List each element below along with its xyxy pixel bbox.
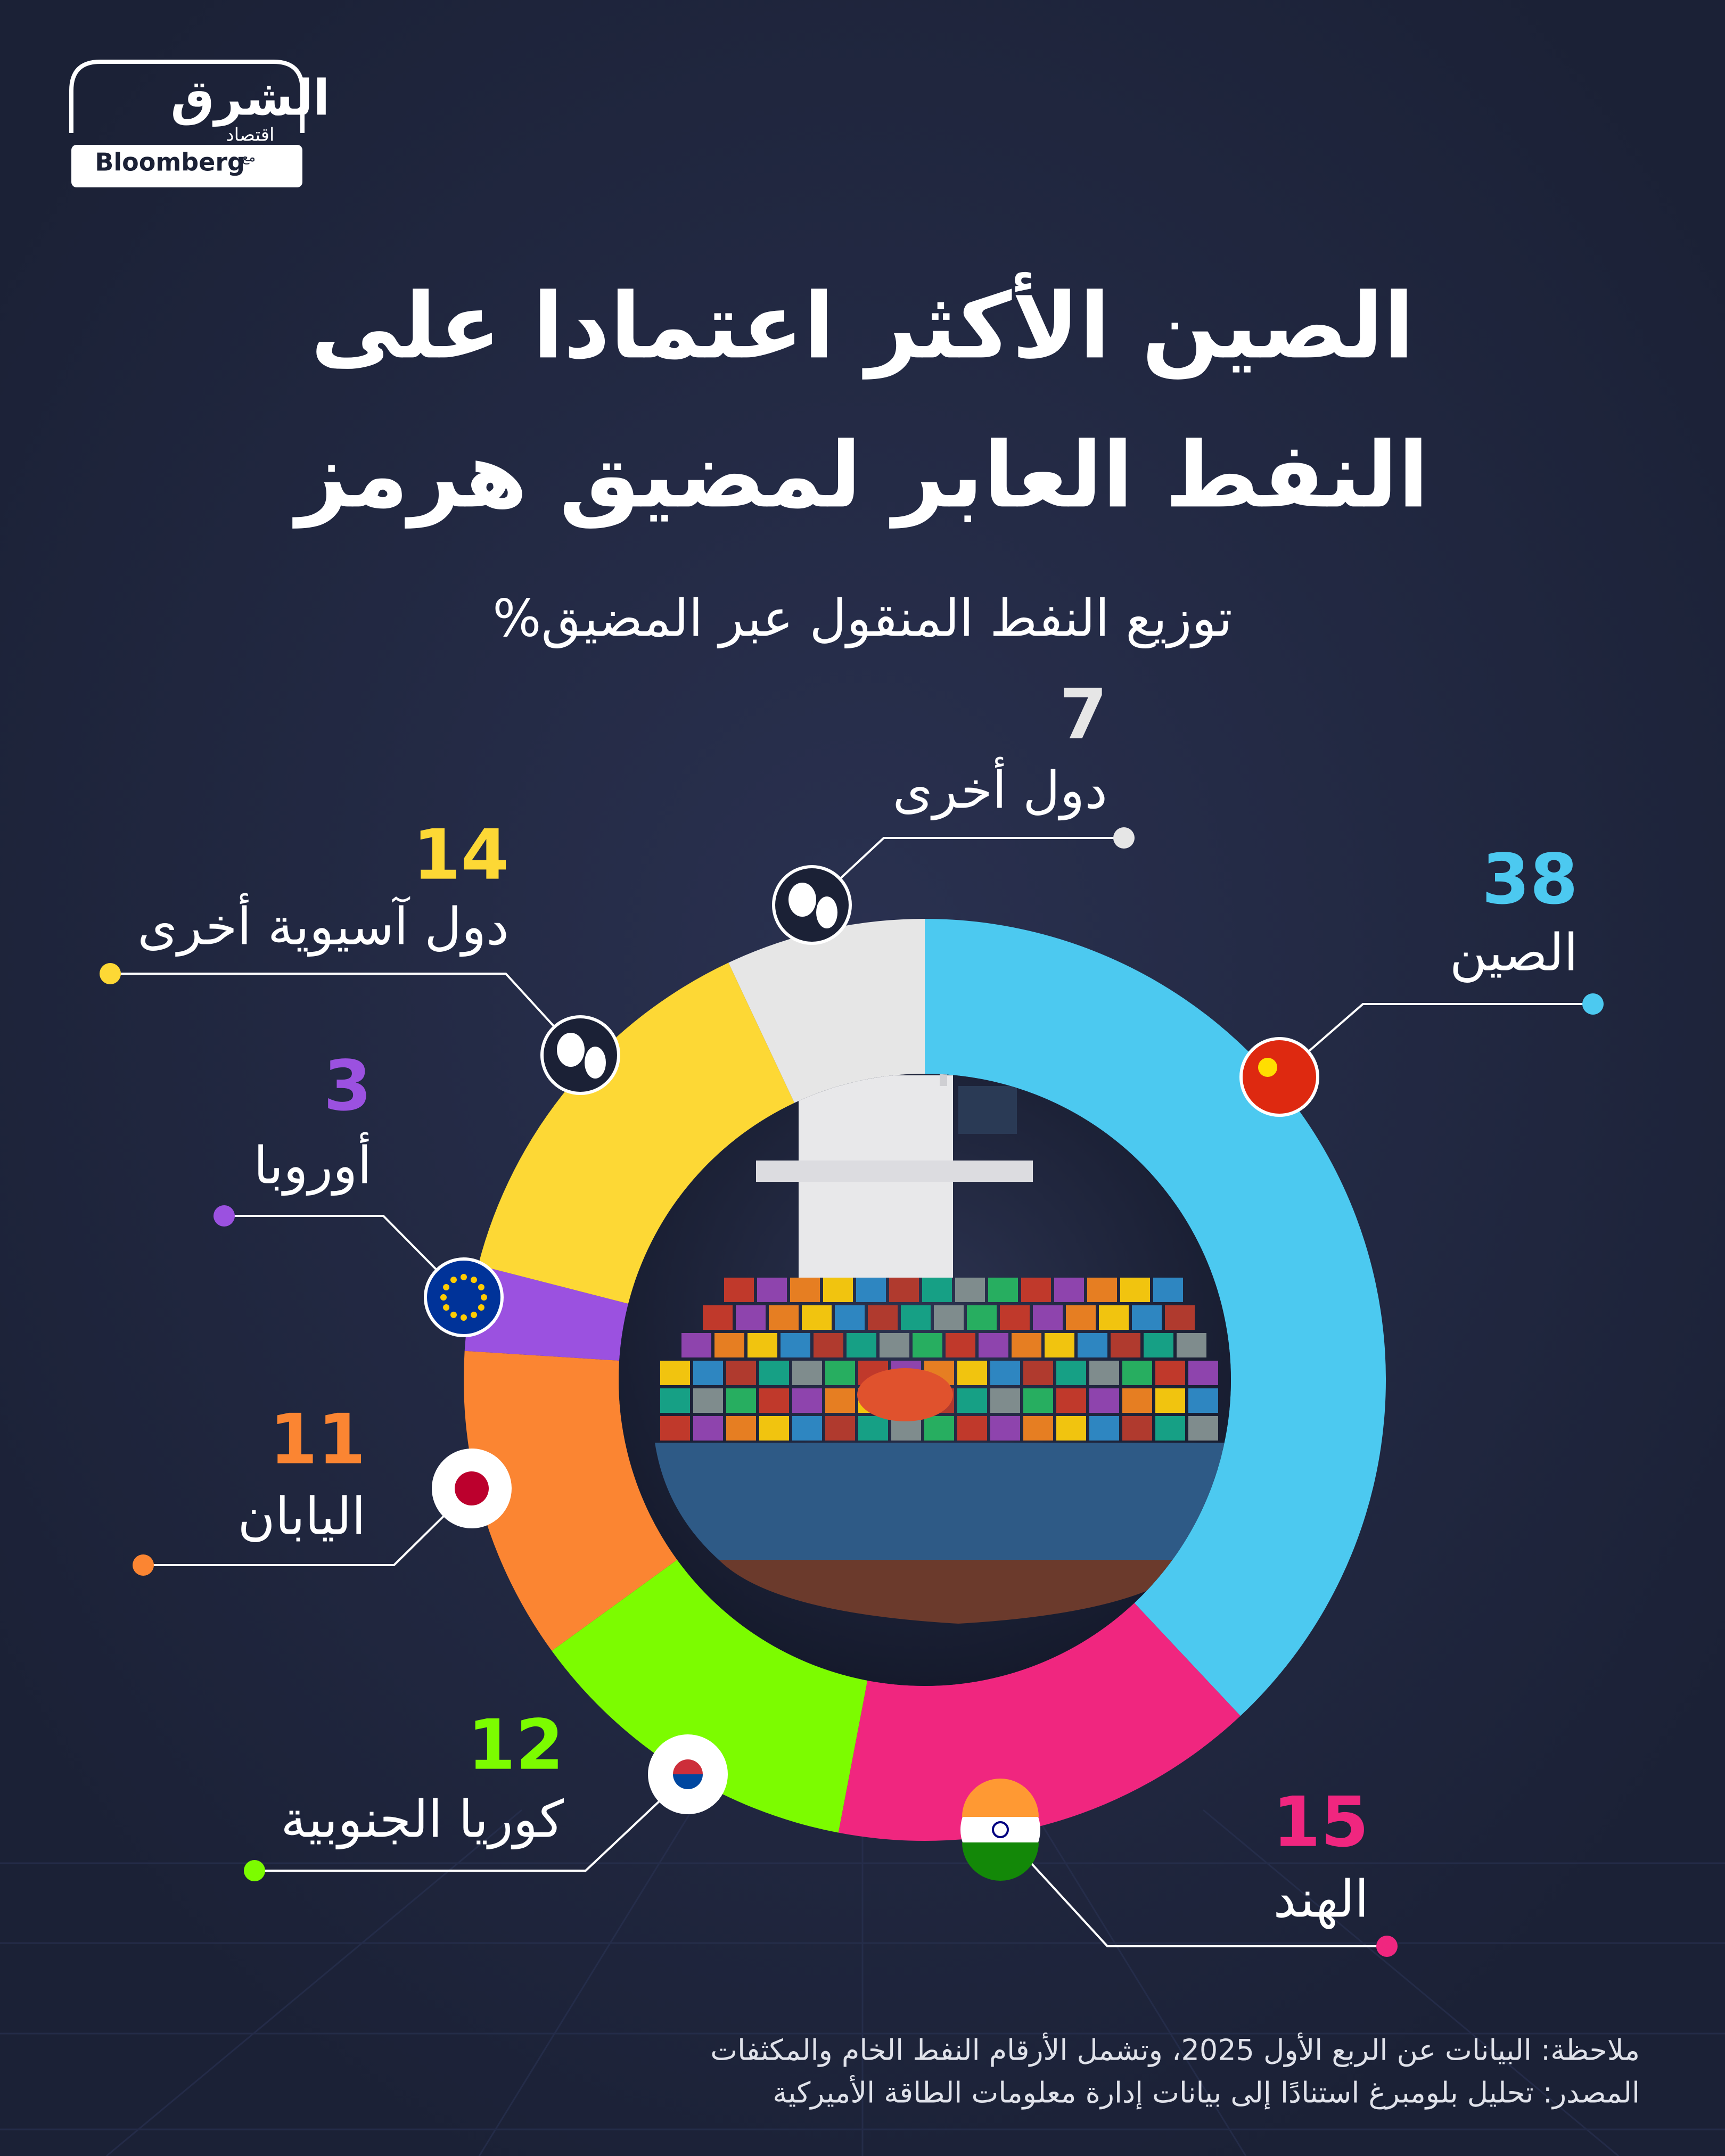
- title-line: الصين الأكثر اعتمادا على: [310, 271, 1414, 380]
- leader-dot: [213, 1205, 235, 1227]
- flag-icon: [960, 1779, 1040, 1881]
- leader-dot: [1376, 1936, 1398, 1957]
- flag-star: [450, 1277, 457, 1283]
- value-label: 14: [413, 814, 509, 895]
- flag-band: [962, 1842, 1039, 1881]
- category-label: الصين: [1450, 923, 1578, 983]
- flag-band: [962, 1779, 1039, 1817]
- donut-segment: [478, 962, 795, 1304]
- value-label: 11: [269, 1399, 366, 1480]
- category-label: أوروبا: [253, 1132, 372, 1196]
- flag-star: [443, 1304, 450, 1311]
- flag-disc: [424, 1257, 504, 1337]
- value-label: 38: [1482, 839, 1578, 920]
- title-line: النفط العابر لمضيق هرمز: [292, 423, 1429, 529]
- flag-icon: [772, 865, 852, 945]
- flag-taeguk: [673, 1759, 703, 1774]
- value-label: 15: [1272, 1782, 1369, 1863]
- value-label: 7: [1059, 674, 1107, 755]
- donut-segment: [552, 1559, 868, 1833]
- logo-section: اقتصاد: [226, 125, 275, 146]
- flag-star: [471, 1277, 477, 1283]
- donut-segment: [838, 1603, 1241, 1841]
- globe-land: [816, 896, 837, 928]
- value-label: 3: [324, 1046, 372, 1126]
- flag-star: [450, 1311, 457, 1318]
- logo-name: الشرق: [170, 69, 330, 127]
- globe-land: [788, 883, 816, 917]
- flag-star: [461, 1314, 467, 1321]
- donut-segment: [728, 919, 925, 1103]
- flag-star: [443, 1284, 450, 1290]
- donut-segment: [463, 1351, 677, 1651]
- category-label: كوريا الجنوبية: [281, 1789, 564, 1849]
- flag-star: [1258, 1058, 1277, 1077]
- flag-icon: [1239, 1037, 1319, 1117]
- flag-star: [481, 1294, 487, 1301]
- flag-star: [461, 1274, 467, 1280]
- flag-taeguk: [673, 1774, 703, 1789]
- leader-dot: [1113, 827, 1135, 849]
- leader-dot: [133, 1554, 154, 1576]
- donut-segment: [464, 1265, 629, 1361]
- value-label: 12: [467, 1705, 564, 1785]
- ship-illustration: [619, 1074, 1231, 1686]
- flag-icon: [540, 1015, 620, 1095]
- leader-dot: [1582, 993, 1604, 1015]
- leader-dot: [100, 963, 121, 984]
- leader-line: [254, 1773, 689, 1872]
- flag-star: [440, 1294, 447, 1301]
- flag-icon: [432, 1449, 512, 1528]
- flag-star: [478, 1284, 484, 1290]
- leader-dot: [244, 1860, 265, 1881]
- category-label: دول أخرى: [893, 756, 1108, 820]
- flag-sun: [455, 1471, 489, 1505]
- logo-partner: Bloomberg: [95, 148, 245, 177]
- globe-land: [585, 1047, 606, 1079]
- flag-wheel: [992, 1821, 1009, 1838]
- flag-disc: [1239, 1037, 1319, 1117]
- flag-icon: [648, 1734, 728, 1814]
- note: ملاحظة: البيانات عن الربع الأول 2025، وت…: [710, 2032, 1640, 2068]
- flag-star: [478, 1304, 484, 1311]
- flag-star: [471, 1311, 477, 1318]
- category-label: الهند: [1273, 1869, 1369, 1929]
- leader-line: [999, 1829, 1387, 1947]
- logo-with: مع: [242, 150, 256, 164]
- flag-icon: [424, 1257, 504, 1337]
- donut: [463, 919, 1386, 1841]
- logo: الشرق اقتصاد Bloomberg مع: [69, 60, 330, 187]
- subtitle: توزيع النفط المنقول عبر المضيق%: [492, 588, 1233, 648]
- category-label: دول آسيوية أخرى: [137, 893, 509, 957]
- globe-land: [557, 1033, 585, 1067]
- category-label: اليابان: [237, 1486, 366, 1546]
- floor-grid: [0, 1809, 1725, 2156]
- donut-segment: [925, 919, 1386, 1716]
- source: المصدر: تحليل بلومبرغ استنادًا إلى بيانا…: [773, 2075, 1640, 2110]
